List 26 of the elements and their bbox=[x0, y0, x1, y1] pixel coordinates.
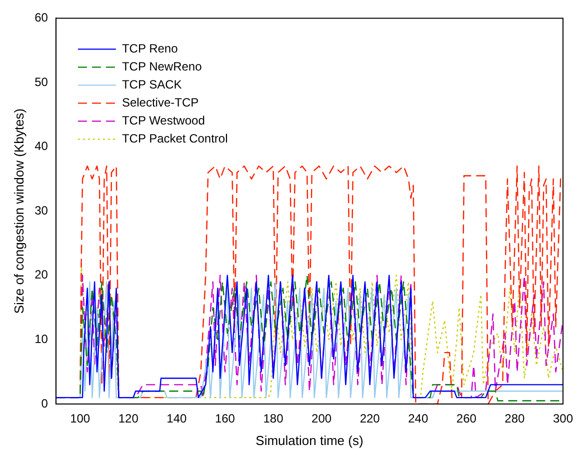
x-tick-label: 160 bbox=[214, 412, 236, 426]
legend-label: TCP Reno bbox=[122, 42, 178, 56]
x-tick-label: 140 bbox=[166, 412, 188, 426]
x-axis-title: Simulation time (s) bbox=[256, 432, 364, 448]
x-tick-label: 300 bbox=[552, 412, 574, 426]
y-tick-label: 30 bbox=[34, 203, 48, 218]
legend-label: TCP SACK bbox=[122, 78, 182, 92]
x-tick-label: 220 bbox=[360, 412, 380, 426]
x-tick-label: 200 bbox=[312, 412, 332, 426]
x-tick-label: 120 bbox=[118, 412, 139, 426]
x-tick-label: 260 bbox=[456, 412, 477, 426]
legend-label: TCP Packet Control bbox=[122, 132, 228, 146]
y-tick-label: 60 bbox=[34, 10, 48, 25]
legend-label: TCP NewReno bbox=[122, 60, 202, 74]
x-tick-label: 180 bbox=[263, 412, 284, 426]
x-tick-label: 280 bbox=[504, 412, 526, 426]
x-tick-label: 100 bbox=[70, 412, 90, 426]
y-tick-label: 50 bbox=[34, 74, 48, 89]
legend-label: TCP Westwood bbox=[122, 114, 205, 128]
y-tick-label: 10 bbox=[34, 332, 48, 346]
y-axis-title: Size of congestion window (Kbytes) bbox=[11, 108, 26, 314]
x-tick-label: 240 bbox=[408, 412, 428, 426]
legend-label: Selective-TCP bbox=[122, 96, 199, 110]
y-tick-label: 0 bbox=[41, 396, 48, 410]
y-tick-label: 40 bbox=[34, 139, 48, 154]
y-tick-label: 20 bbox=[34, 268, 48, 282]
